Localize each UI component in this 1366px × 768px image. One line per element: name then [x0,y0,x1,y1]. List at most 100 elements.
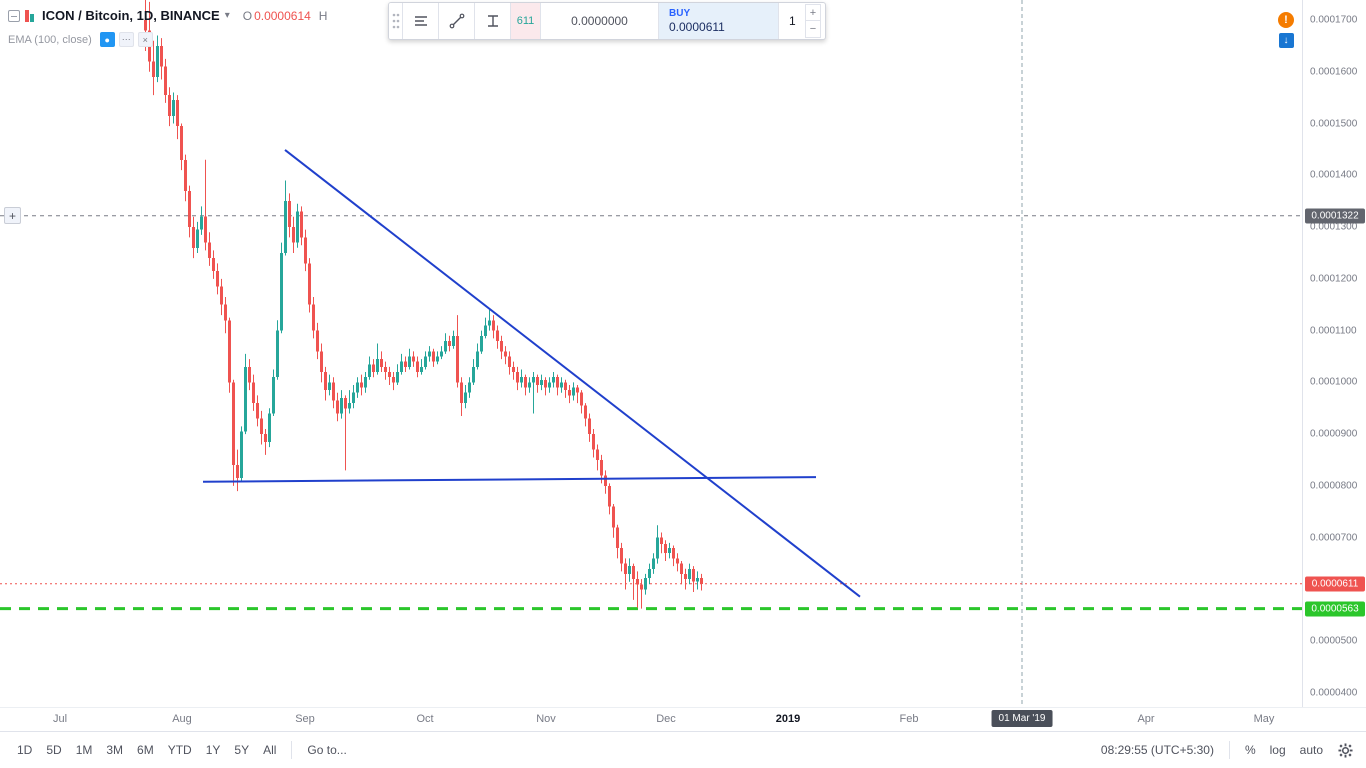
gear-icon[interactable] [1334,739,1356,761]
candle-body [652,558,655,569]
candle-body [268,413,271,442]
range-1D[interactable]: 1D [17,743,33,757]
line-tools-button[interactable] [403,3,439,39]
candle-body [476,351,479,367]
price-badge: 0.0000611 [1305,576,1365,592]
candle-body [320,351,323,373]
download-icon[interactable]: ↓ [1278,33,1294,48]
eye-icon[interactable]: ● [99,32,115,47]
range-3M[interactable]: 3M [106,743,124,757]
candle-body [608,485,611,507]
time-label: Feb [899,713,919,725]
trendline-drawing[interactable] [284,149,861,598]
range-YTD[interactable]: YTD [167,743,192,757]
candle-body [232,382,235,466]
candle-body [572,387,575,396]
position-tool-button[interactable] [475,3,511,39]
candle-body [540,379,543,385]
trendline-tool-button[interactable] [439,3,475,39]
range-5D[interactable]: 5D [46,743,62,757]
buy-price: 0.0000611 [669,20,725,34]
candle-body [368,364,371,378]
candle-body [352,392,355,404]
price-tick: 0.0000700 [1310,532,1358,544]
symbol-logo-icon [25,9,37,22]
price-badge: 0.0000563 [1305,601,1365,617]
trendline-drawing[interactable] [202,476,817,483]
sell-button[interactable]: 611 [511,3,541,39]
candle-body [692,568,695,582]
candle-body [204,216,207,243]
candle-body [664,543,667,554]
indicator-close-icon[interactable]: × [137,32,153,47]
ohlc-label: O [242,8,253,23]
time-label: May [1253,713,1275,725]
buy-button[interactable]: BUY 0.0000611 [659,3,779,39]
candle-body [676,558,679,564]
ohlc-value: 0.0000614 [254,8,311,23]
quantity-increase-button[interactable]: + [805,4,821,21]
candle-body [668,548,671,554]
candle-body [508,356,511,367]
candle-body [448,340,451,347]
candlestick-chart[interactable] [0,0,1302,707]
candle-body [472,366,475,383]
percent-scale-button[interactable]: % [1244,743,1256,757]
time-axis[interactable]: Jul Aug Sep Oct Nov Dec 2019 Feb Apr May 01 Mar '1… [0,707,1366,731]
candle-body [544,379,547,388]
bottom-toolbar: 1D 5D 1M 3M 6M YTD 1Y 5Y All Go to... 08:29:55 (… [0,731,1366,768]
log-scale-button[interactable]: log [1269,743,1286,757]
candle-body [560,382,563,388]
range-5Y[interactable]: 5Y [234,743,250,757]
price-tick: 0.0001000 [1310,376,1358,388]
candle-body [680,563,683,574]
indicator-settings-icon[interactable]: ⋯ [118,32,134,47]
candle-body [384,366,387,373]
price-tick: 0.0000900 [1310,428,1358,440]
chevron-down-icon[interactable]: ▾ [224,10,230,21]
candle-body [636,579,639,585]
clock[interactable]: 08:29:55 (UTC+5:30) [1100,743,1214,757]
symbol-title[interactable]: ICON / Bitcoin, 1D, BINANCE [42,8,220,23]
candle-body [388,372,391,378]
alert-icon[interactable]: ! [1278,12,1294,28]
candle-body [180,126,183,160]
price-axis[interactable]: 0.0001700 0.0001600 0.0001500 0.0001400 0.00… [1302,0,1366,707]
candle-body [524,377,527,388]
quantity-value[interactable]: 1 [789,14,796,28]
candle-body [432,351,435,362]
candle-body [244,366,247,432]
candle-body [272,377,275,414]
range-1M[interactable]: 1M [75,743,93,757]
time-label: 2019 [775,713,801,725]
time-label: Oct [416,713,434,725]
range-6M[interactable]: 6M [137,743,154,757]
auto-scale-button[interactable]: auto [1299,743,1323,757]
collapse-panel-icon[interactable] [8,9,20,22]
range-All[interactable]: All [263,743,277,757]
price-tick: 0.0001700 [1310,14,1358,26]
quantity-decrease-button[interactable]: − [805,21,821,38]
candle-body [344,397,347,409]
candle-body [216,271,219,287]
drag-handle[interactable] [389,3,403,39]
price-tick: 0.0001600 [1310,66,1358,78]
candle-body [212,258,215,272]
time-label: Sep [295,713,315,725]
candle-body [280,252,283,331]
range-1Y[interactable]: 1Y [205,743,221,757]
candle-body [700,578,703,584]
candle-body [452,335,455,347]
candle-body [340,397,343,414]
candle-body [536,377,539,385]
candle-body [156,45,159,77]
candle-body [392,377,395,383]
candle-body [440,351,443,357]
add-alert-button[interactable]: + [4,207,21,225]
goto-button[interactable]: Go to... [307,743,347,757]
candle-body [496,330,499,341]
candle-body [380,359,383,367]
candle-body [644,578,647,590]
indicator-label[interactable]: EMA (100, close) [8,33,92,46]
